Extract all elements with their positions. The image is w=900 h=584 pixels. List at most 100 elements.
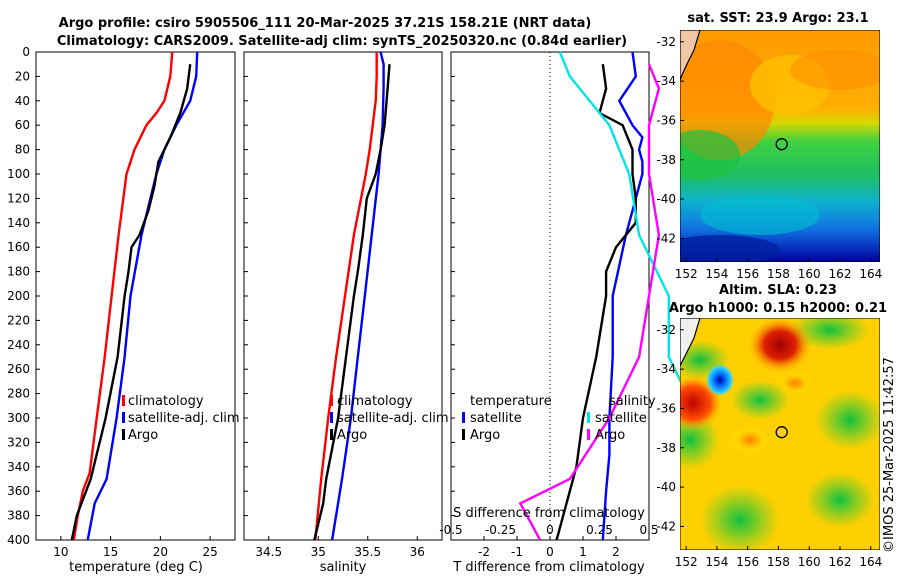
depth-tick-label: 320 bbox=[7, 435, 30, 449]
sla-map-title-line1: Altim. SLA: 0.23 bbox=[719, 283, 837, 298]
map-y-tick-label: -40 bbox=[656, 192, 676, 206]
sst-warm-band bbox=[790, 50, 880, 90]
x-tick-label: 0 bbox=[546, 545, 554, 559]
x-tick-label: 20 bbox=[153, 545, 168, 559]
legend-satellite: satellite-adj. clim bbox=[128, 411, 240, 426]
x-tick-label: 1 bbox=[579, 545, 587, 559]
depth-tick-label: 300 bbox=[7, 411, 30, 425]
legend-swatch-satellite bbox=[330, 412, 333, 423]
imos-credit: ©IMOS 25-Mar-2025 11:42:57 bbox=[882, 357, 897, 553]
map-y-tick-label: -36 bbox=[656, 113, 676, 127]
profile-salinity-satellite-adj-clim bbox=[330, 51, 385, 541]
legend-climatology: climatology bbox=[337, 394, 413, 409]
sla-map bbox=[680, 318, 880, 550]
depth-tick-label: 20 bbox=[15, 69, 30, 83]
figure-title-line1: Argo profile: csiro 5905506_111 20-Mar-2… bbox=[59, 16, 592, 31]
sla-orange-2 bbox=[730, 426, 770, 454]
map-x-tick-label: 152 bbox=[675, 267, 698, 281]
legend-climatology: climatology bbox=[128, 394, 204, 409]
figure-title-line2: Climatology: CARS2009. Satellite-adj cli… bbox=[57, 34, 627, 49]
legend-swatch-t-argo bbox=[462, 429, 465, 440]
sst-float-marker bbox=[775, 138, 788, 151]
legend-swatch-satellite bbox=[122, 412, 125, 423]
map-y-tick-label: -42 bbox=[656, 231, 676, 245]
t-difference-axis-label: T difference from climatology bbox=[452, 560, 645, 575]
sla-green-7 bbox=[730, 380, 790, 420]
x-tick-label: -2 bbox=[478, 545, 490, 559]
x-tick-label: 36 bbox=[410, 545, 425, 559]
salinity-diff-tick-label: -0.25 bbox=[485, 523, 516, 537]
map-y-tick-label: -40 bbox=[656, 480, 676, 494]
salinity-legend: climatology satellite-adj. clim Argo bbox=[330, 394, 449, 443]
legend-swatch-climatology bbox=[122, 395, 125, 406]
sst-cyan-band bbox=[700, 195, 820, 235]
salinity-diff-tick-label: 0 bbox=[546, 523, 554, 537]
legend-temperature-title: temperature bbox=[470, 394, 552, 409]
map-axis-ticks: 152 154 156 158 160 162 164 -32 -34 -36 -38 -40 -42 1… bbox=[656, 35, 882, 569]
depth-tick-label: 360 bbox=[7, 484, 30, 498]
depth-tick-label: 260 bbox=[7, 362, 30, 376]
legend-swatch-s-argo bbox=[587, 429, 590, 440]
legend-argo: Argo bbox=[337, 428, 367, 443]
map-x-tick-label: 160 bbox=[798, 267, 821, 281]
sst-map bbox=[680, 30, 880, 262]
s-difference-axis-label: S difference from climatology bbox=[453, 506, 645, 521]
map-x-tick-label: 162 bbox=[829, 555, 852, 569]
x-tick-label: 15 bbox=[103, 545, 118, 559]
depth-tick-label: 200 bbox=[7, 289, 30, 303]
map-x-tick-label: 158 bbox=[767, 555, 790, 569]
depth-tick-label: 160 bbox=[7, 240, 30, 254]
map-y-tick-label: -38 bbox=[656, 153, 676, 167]
sla-low-eddy bbox=[706, 364, 734, 396]
legend-swatch-climatology bbox=[330, 395, 333, 406]
sla-green-4 bbox=[700, 485, 780, 550]
depth-tick-label: 340 bbox=[7, 460, 30, 474]
depth-tick-label: 80 bbox=[15, 143, 30, 157]
depth-tick-label: 380 bbox=[7, 509, 30, 523]
x-tick-label: -1 bbox=[511, 545, 523, 559]
map-y-tick-label: -32 bbox=[656, 323, 676, 337]
profile-diff-t-satellite bbox=[601, 51, 644, 541]
salinity-diff-tick-label: -0.5 bbox=[439, 523, 462, 537]
legend-swatch-t-satellite bbox=[462, 412, 465, 423]
temperature-legend: climatology satellite-adj. clim Argo bbox=[122, 394, 240, 443]
sla-map-title-line2: Argo h1000: 0.15 h2000: 0.21 bbox=[669, 301, 887, 316]
sla-coastline bbox=[680, 318, 701, 367]
sla-float-marker bbox=[775, 426, 788, 439]
map-y-tick-label: -42 bbox=[656, 519, 676, 533]
legend-swatch-argo bbox=[122, 429, 125, 440]
profile-temperature-climatology bbox=[72, 51, 174, 541]
sst-map-title: sat. SST: 23.9 Argo: 23.1 bbox=[687, 11, 868, 26]
sst-coastline bbox=[680, 30, 701, 81]
depth-tick-label: 120 bbox=[7, 191, 30, 205]
map-x-tick-label: 160 bbox=[798, 555, 821, 569]
temperature-axis-label: temperature (deg C) bbox=[69, 560, 203, 575]
x-tick-label: 35 bbox=[311, 545, 326, 559]
profile-temperature-satellite-adj-clim bbox=[86, 51, 199, 541]
map-x-tick-label: 156 bbox=[736, 267, 759, 281]
legend-s-satellite: satellite bbox=[595, 411, 647, 426]
depth-tick-label: 240 bbox=[7, 338, 30, 352]
map-x-tick-label: 154 bbox=[705, 555, 728, 569]
legend-swatch-s-satellite bbox=[587, 412, 590, 423]
depth-tick-label: 100 bbox=[7, 167, 30, 181]
depth-tick-label: 180 bbox=[7, 265, 30, 279]
sla-green-3 bbox=[815, 390, 880, 450]
legend-t-satellite: satellite bbox=[470, 411, 522, 426]
sst-green-patch bbox=[680, 130, 740, 180]
legend-swatch-argo bbox=[330, 429, 333, 440]
map-x-tick-label: 164 bbox=[859, 267, 882, 281]
legend-t-argo: Argo bbox=[470, 428, 500, 443]
map-x-tick-label: 164 bbox=[859, 555, 882, 569]
map-y-tick-label: -34 bbox=[656, 362, 676, 376]
map-x-tick-label: 156 bbox=[736, 555, 759, 569]
profile-lines bbox=[70, 51, 710, 541]
sst-warm-eddy bbox=[680, 40, 775, 160]
map-x-tick-label: 158 bbox=[767, 267, 790, 281]
x-tick-label: 34.5 bbox=[255, 545, 282, 559]
difference-legend: temperature satellite Argo salinity sate… bbox=[462, 394, 656, 443]
salinity-diff-tick-label: 0.5 bbox=[639, 523, 658, 537]
depth-tick-label: 60 bbox=[15, 118, 30, 132]
depth-tick-label: 280 bbox=[7, 387, 30, 401]
